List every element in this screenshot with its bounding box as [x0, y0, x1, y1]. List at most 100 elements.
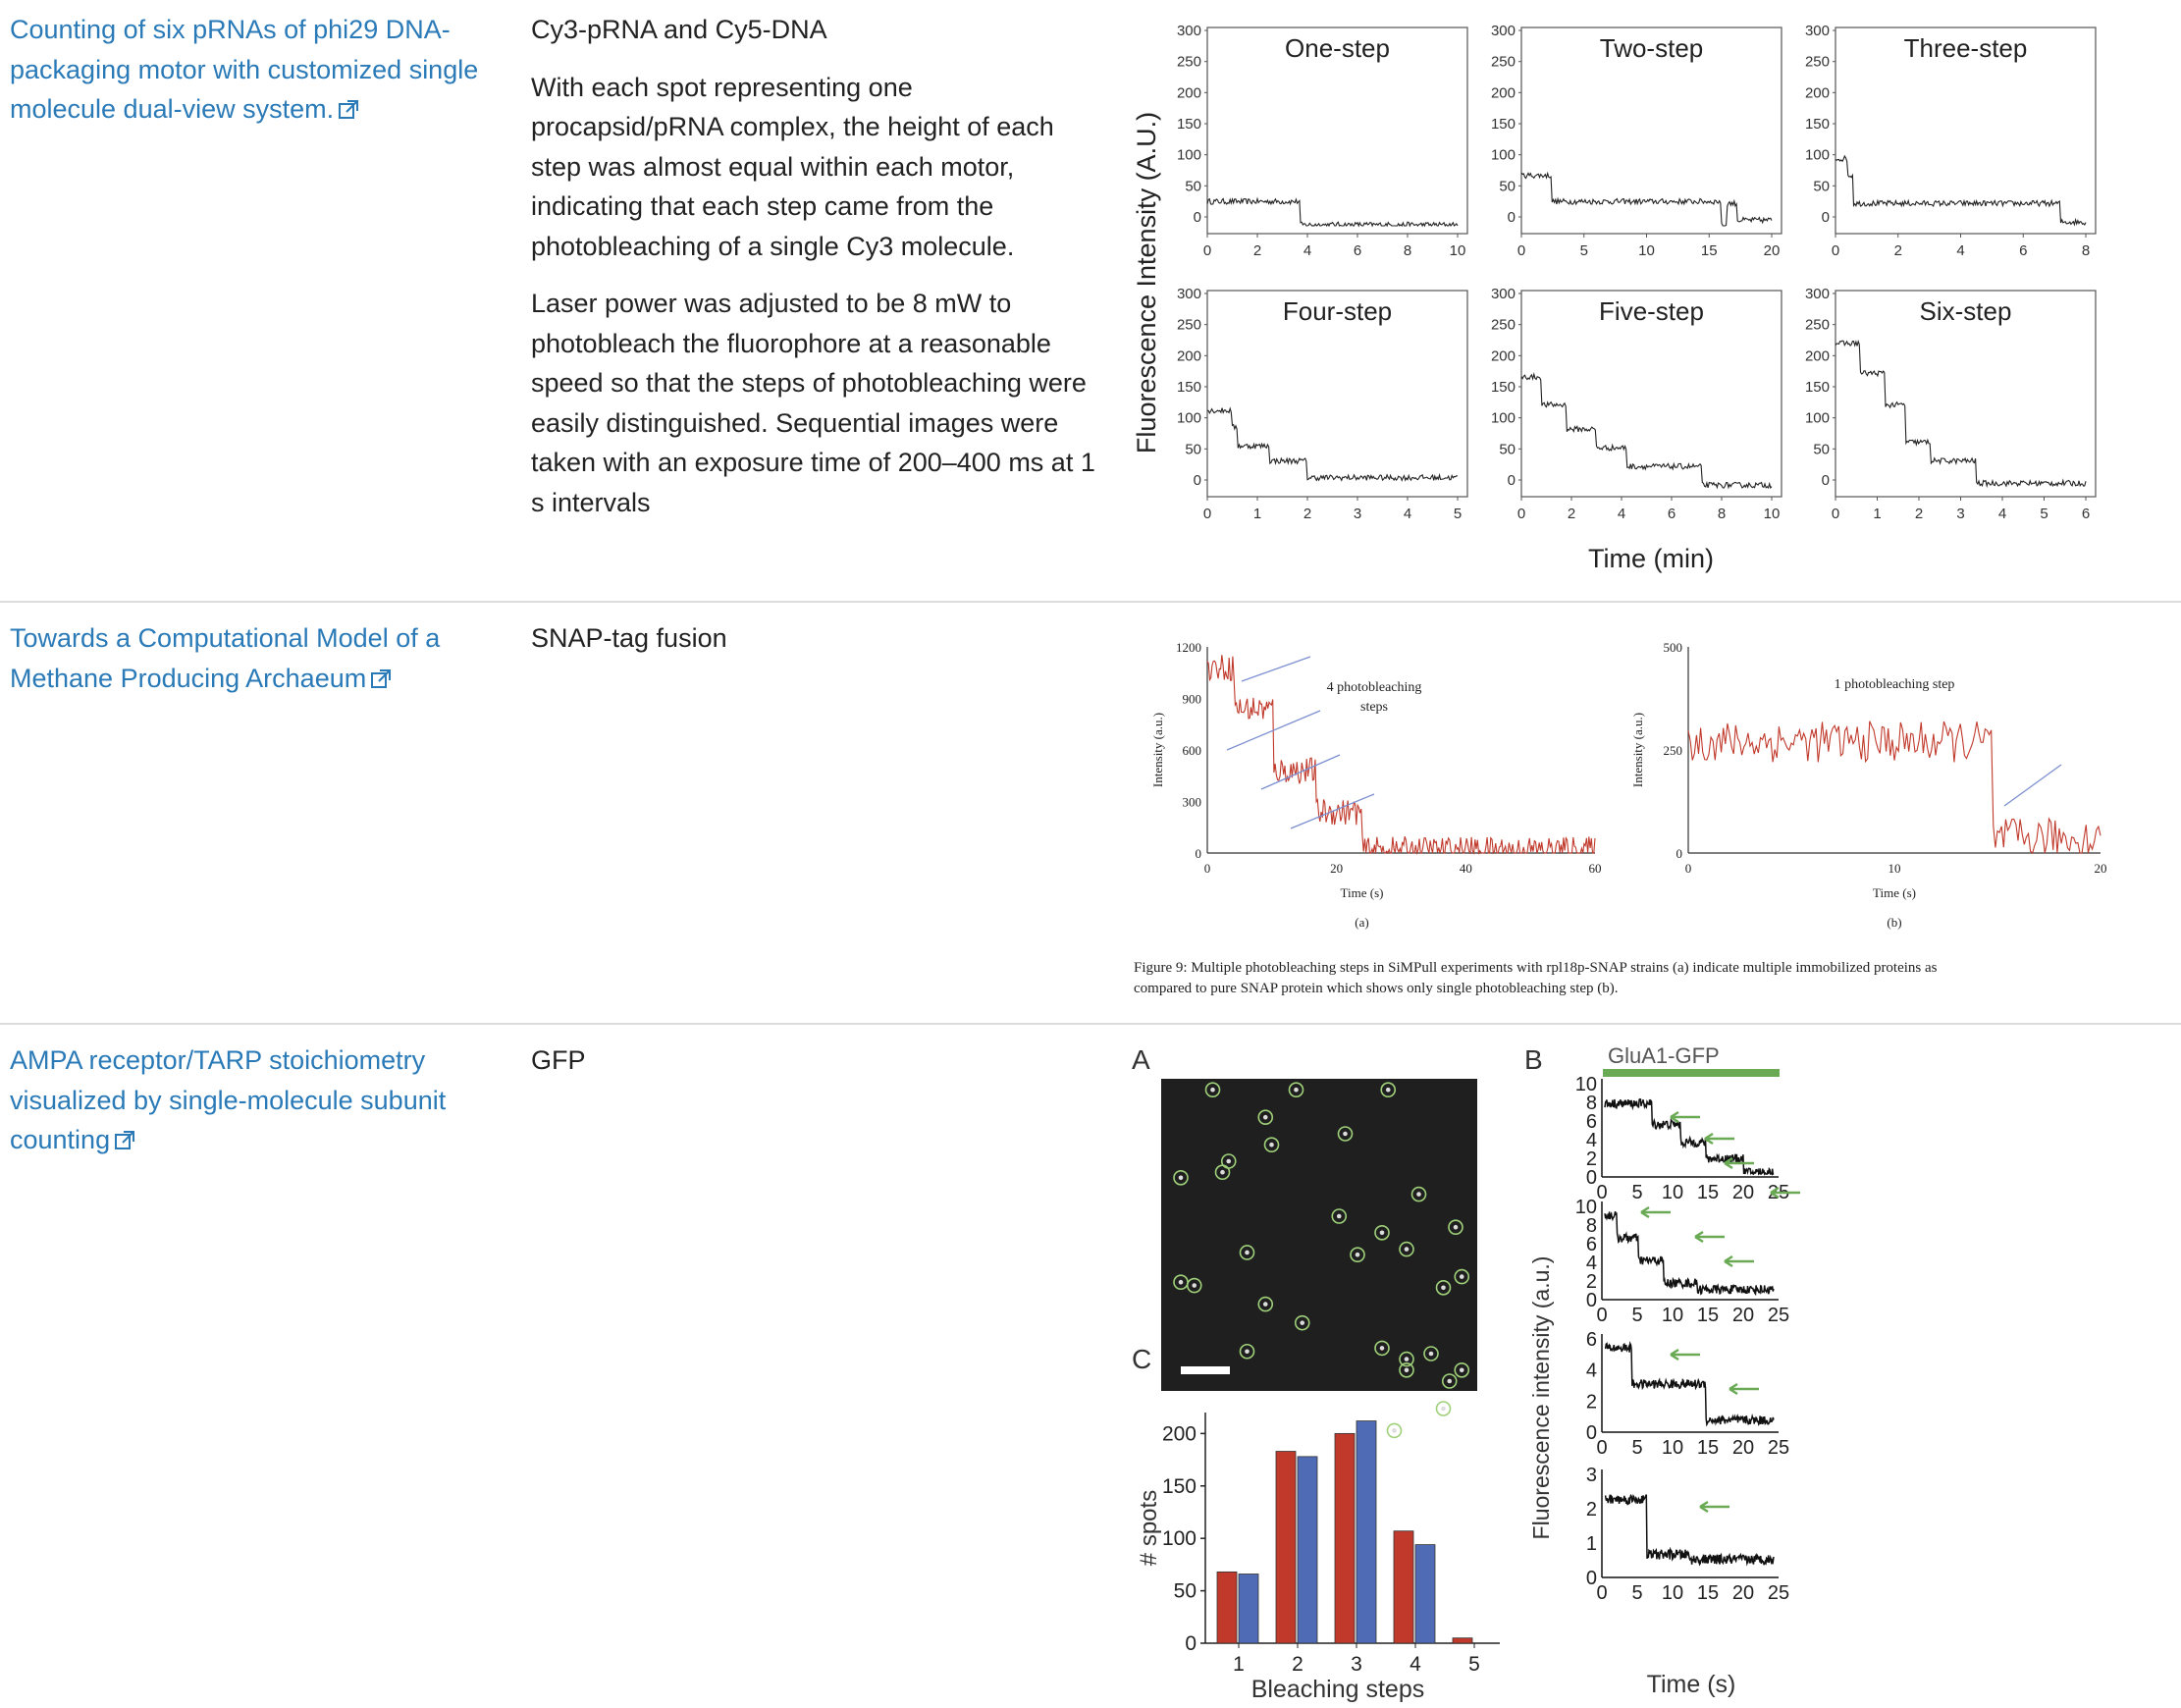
bar [1334, 1432, 1356, 1644]
b-y-tick-label: 2 [1586, 1271, 1597, 1293]
b-intensity-trace [1604, 1210, 1775, 1297]
spot-marker [1392, 1428, 1397, 1433]
x-tick-label: 2 [1894, 242, 1902, 259]
spot-marker [1220, 1169, 1225, 1175]
panel-label-a: A [1132, 1044, 1150, 1075]
y-tick-label: 300 [1177, 23, 1201, 39]
row-title: AMPA receptor/TARP stoichiometry visuali… [10, 1041, 491, 1160]
panel-frame [1206, 27, 1468, 235]
a-x-axis-label: Time (s) [1341, 885, 1384, 900]
trace-panel: Six-step 300 250 200 150 100 50 0 0 1 2 3 4 5 6 [1805, 286, 2097, 522]
y-tick-label: 150 [1491, 116, 1516, 133]
paper-link[interactable]: Towards a Computational Model of a Metha… [10, 623, 441, 693]
x-tick-label: 2 [1303, 506, 1311, 522]
y-tick-label: 50 [1813, 178, 1830, 194]
glua-bar [1603, 1069, 1780, 1077]
x-tick-label: 2 [1253, 242, 1261, 259]
method-paragraph: With each spot representing one procapsi… [531, 72, 1054, 261]
x-tick-label: 4 [1618, 506, 1625, 522]
panel-title: Three-step [1904, 33, 2028, 63]
spot-marker [1380, 1082, 1397, 1098]
trace-panel: Five-step 300 250 200 150 100 50 0 0 2 4 6 8 10 [1491, 286, 1782, 522]
b-x-tick-label: 20 [1732, 1582, 1754, 1604]
x-tick-label: 8 [2082, 242, 2090, 259]
spot-marker [1262, 1302, 1268, 1307]
b-x-tick-label: 5 [1631, 1582, 1642, 1604]
x-tick-label: 5 [2040, 506, 2048, 522]
c-y-tick-label: 100 [1162, 1527, 1197, 1550]
b-x-tick-label: 5 [1631, 1182, 1642, 1203]
b-x-tick-label: 10 [1662, 1305, 1683, 1326]
bar [1452, 1637, 1473, 1644]
a-x-tick-label: 20 [1330, 861, 1343, 876]
y-tick-label: 150 [1805, 379, 1830, 396]
green-arrow-icon [1724, 1156, 1754, 1170]
paper-link[interactable]: Counting of six pRNAs of phi29 DNA-packa… [10, 15, 479, 124]
trace-panel: One-step 300 250 200 150 100 50 00 2 4 6 8 10 [1177, 23, 1468, 259]
spot-marker [1374, 1340, 1390, 1357]
a-sublabel: (a) [1355, 915, 1368, 930]
c-x-tick-label: 2 [1292, 1653, 1303, 1676]
paper-link[interactable]: AMPA receptor/TARP stoichiometry visuali… [10, 1045, 447, 1154]
y-tick-label: 250 [1177, 317, 1201, 334]
y-tick-label: 150 [1805, 116, 1830, 133]
glua-label: GluA1-GFP [1608, 1043, 1720, 1068]
spot-marker [1459, 1274, 1464, 1279]
spot-marker [1385, 1087, 1391, 1093]
c-y-axis-label: # spots [1136, 1490, 1162, 1566]
spot-marker [1399, 1361, 1414, 1378]
spot-marker [1300, 1320, 1305, 1325]
b-sublabel: (b) [1887, 915, 1901, 930]
intensity-trace [1835, 339, 2087, 489]
panel-frame [1520, 290, 1782, 498]
x-tick-label: 4 [1404, 506, 1411, 522]
green-arrow-icon [1670, 1348, 1700, 1361]
b-x-tick-label: 0 [1596, 1182, 1607, 1203]
trace-panel: Three-step 300 250 200 150 100 50 00 2 4 6 8 [1805, 23, 2097, 259]
y-tick-label: 200 [1805, 84, 1830, 101]
a-x-tick-label: 0 [1204, 861, 1211, 876]
y-tick-label: 100 [1491, 410, 1516, 427]
green-arrow-icon [1640, 1205, 1671, 1219]
panel-frame [1520, 27, 1782, 235]
spot-marker [1404, 1367, 1410, 1373]
method-label: GFP [531, 1045, 586, 1075]
arrow-icon [1226, 710, 1321, 751]
b-x-tick-label: 0 [1596, 1437, 1607, 1459]
spot-marker [1350, 1247, 1365, 1262]
b-y-axis-label: Fluorescence intensity (a.u.) [1528, 1256, 1554, 1540]
panel-frame [1835, 27, 2097, 235]
spot-marker [1441, 1406, 1446, 1412]
spot-marker [1399, 1351, 1414, 1367]
bar [1216, 1571, 1238, 1644]
x-tick-label: 0 [1517, 506, 1525, 522]
bar [1275, 1451, 1297, 1644]
a-annotation-line1: 4 photobleaching [1327, 680, 1422, 695]
intensity-trace [1206, 406, 1459, 482]
b-y-tick-label: 2 [1586, 1391, 1597, 1413]
b-y-tick-label: 500 [1664, 640, 1683, 655]
panel-title: Six-step [1920, 296, 2012, 326]
x-tick-label: 10 [1638, 242, 1655, 259]
method-label: Cy3-pRNA and Cy5-DNA [531, 15, 827, 44]
arrow-icon [2003, 764, 2062, 807]
panel-frame [1835, 290, 2097, 498]
spot-marker [1210, 1087, 1215, 1093]
spot-marker [1355, 1252, 1360, 1257]
y-tick-label: 300 [1491, 23, 1516, 39]
green-arrow-icon [1770, 1186, 1800, 1200]
spot-marker [1263, 1137, 1280, 1152]
row-divider [0, 601, 2181, 603]
intensity-trace [1206, 196, 1459, 228]
spot-marker [1374, 1225, 1390, 1241]
b-x-tick-label: 20 [1732, 1305, 1754, 1326]
x-tick-label: 8 [1404, 242, 1411, 259]
intensity-trace [1520, 372, 1773, 490]
y-tick-label: 50 [1499, 178, 1516, 194]
y-axis-label: Fluorescence Intensity (A.U.) [1134, 112, 1161, 454]
spot-marker [1204, 1082, 1221, 1098]
row-title: Counting of six pRNAs of phi29 DNA-packa… [10, 10, 491, 130]
x-tick-label: 0 [1832, 242, 1839, 259]
x-tick-label: 10 [1450, 242, 1466, 259]
